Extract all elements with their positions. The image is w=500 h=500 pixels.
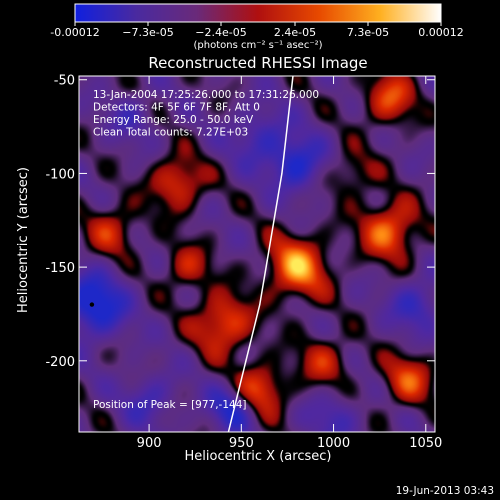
- info-line: 13-Jan-2004 17:25:26.000 to 17:31:26.000: [93, 89, 319, 101]
- y-tick-label: -100: [45, 167, 75, 182]
- colorbar-frame: [74, 3, 442, 23]
- colorbar-tick-label: −7.3e-05: [122, 26, 173, 39]
- x-tick-label: 1050: [409, 436, 442, 451]
- info-annotations: 13-Jan-2004 17:25:26.000 to 17:31:26.000…: [93, 89, 319, 139]
- colorbar-tick-label: 0.00012: [418, 26, 464, 39]
- colorbar-ticks: -0.00012 −7.3e-05 −2.4e-05 2.4e-05 7.3e-05 0.…: [50, 22, 464, 39]
- info-line: Clean Total counts: 7.27E+03: [93, 127, 248, 139]
- y-tick-label: -50: [54, 74, 75, 89]
- colorbar-tick-label: 7.3e-05: [347, 26, 389, 39]
- x-tick-label: 900: [137, 436, 162, 451]
- x-tick-label: 950: [229, 436, 254, 451]
- plot-frame: [78, 75, 436, 433]
- heatmap-image: [79, 76, 435, 432]
- solar-limb-line: [227, 75, 294, 433]
- axis-ticks: 900 950 1000 1050 -50 -100 -150 -200: [45, 74, 442, 451]
- chart-title: Reconstructed RHESSI Image: [148, 54, 367, 72]
- y-tick-label: -200: [45, 355, 75, 370]
- x-tick-label: 1000: [317, 436, 350, 451]
- colorbar-tick-label: -0.00012: [50, 26, 99, 39]
- colorbar-gradient: [75, 4, 441, 22]
- info-line: Detectors: 4F 5F 6F 7F 8F, Att 0: [93, 102, 260, 114]
- y-tick-label: -150: [45, 261, 75, 276]
- colorbar-units: (photons cm⁻² s⁻¹ asec⁻²): [193, 40, 322, 51]
- colorbar-tick-label: −2.4e-05: [195, 26, 246, 39]
- peak-position-label: Position of Peak = [977,-144]: [93, 399, 247, 411]
- peak-marker: [89, 302, 95, 307]
- x-axis-label: Heliocentric X (arcsec): [185, 449, 332, 464]
- y-axis-label: Heliocentric Y (arcsec): [16, 167, 31, 313]
- footer-timestamp: 19-Jun-2013 03:43: [396, 485, 494, 497]
- info-line: Energy Range: 25.0 - 50.0 keV: [93, 114, 254, 126]
- colorbar-tick-label: 2.4e-05: [274, 26, 316, 39]
